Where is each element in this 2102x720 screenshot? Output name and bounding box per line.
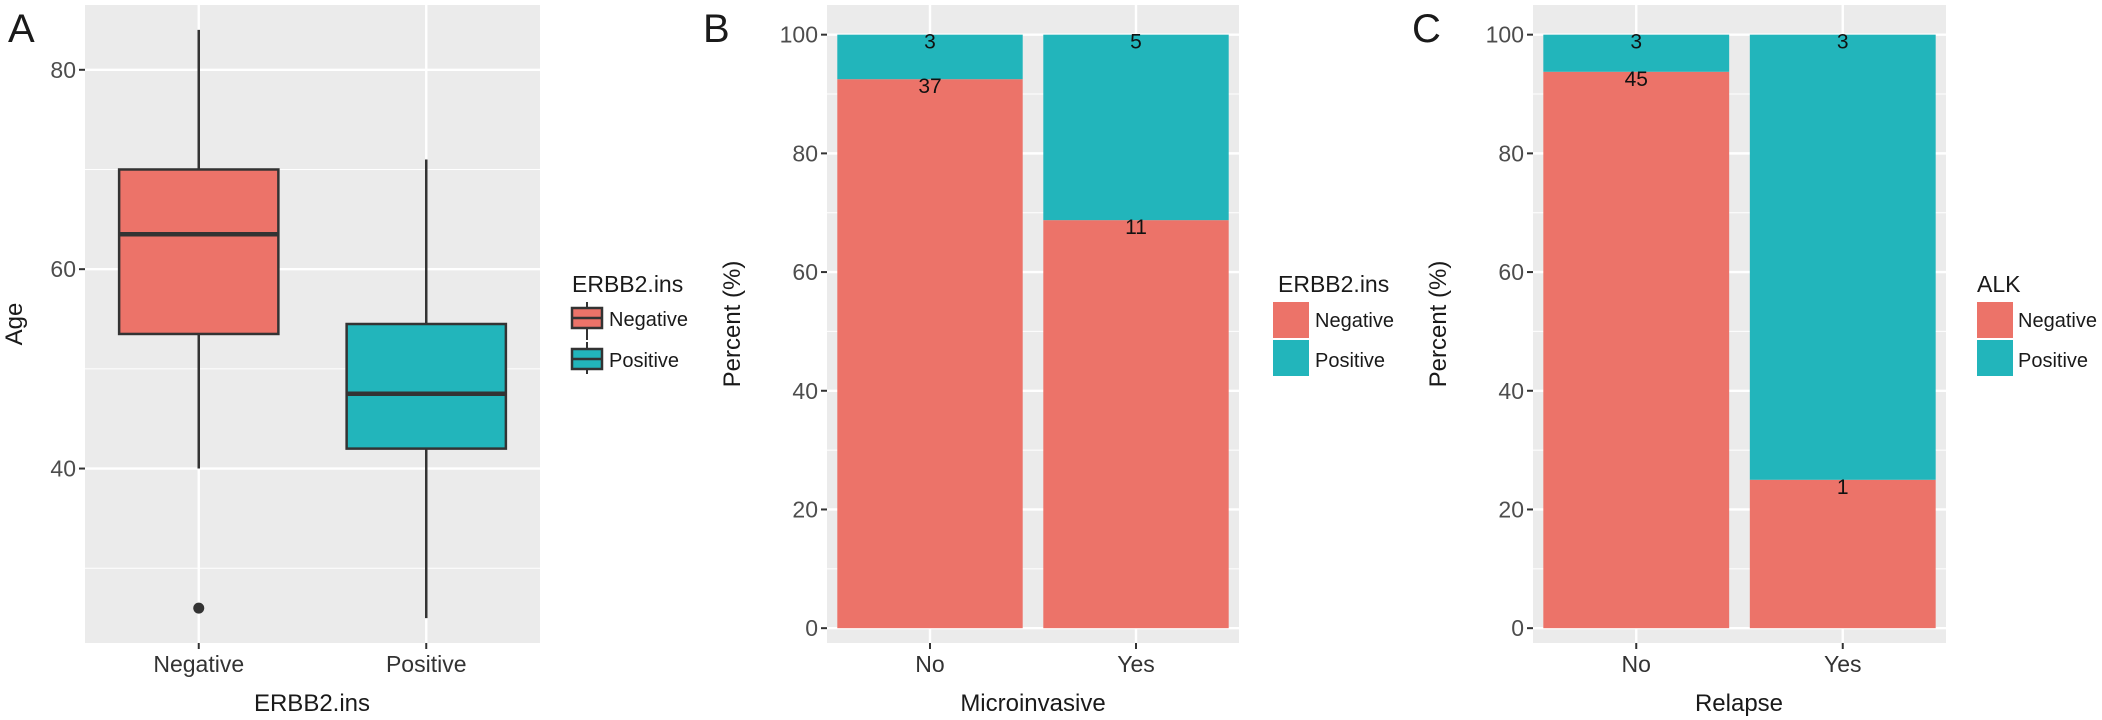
panel-c-data-label-no-negative: 45 — [1625, 68, 1648, 91]
panel-a-x-tick-label: Negative — [153, 651, 244, 677]
panel-b-data-label-no-positive: 3 — [924, 31, 936, 54]
panel-c-data-label-yes-negative: 1 — [1837, 476, 1849, 499]
panel-a-y-tick-label: 80 — [50, 57, 76, 83]
panel-c-legend: ALK Negative Positive — [1977, 271, 2097, 376]
panel-b-legend-key-positive — [1273, 340, 1309, 376]
panel-a-box-negative-outlier — [193, 602, 205, 614]
panel-a-y-tick-label: 40 — [50, 456, 76, 482]
panel-b-data-label-no-negative: 37 — [918, 75, 941, 98]
panel-c-x-tick-label: No — [1622, 651, 1651, 677]
panel-a-legend-title: ERBB2.ins — [572, 271, 683, 297]
panel-b-y-tick-label: 80 — [792, 140, 818, 166]
panel-a-box-negative — [117, 168, 280, 336]
panel-b-data-labels: 37 3 11 5 — [918, 31, 1147, 239]
panel-c: C 45 3 1 3 0 20 40 60 80 100 No Yes Percent (%) R… — [1412, 5, 2097, 717]
panel-a-legend-label-negative: Negative — [609, 309, 688, 331]
panel-b-bars — [837, 34, 1229, 629]
panel-c-x-ticks: No Yes — [1622, 643, 1862, 677]
panel-b-legend-label-positive: Positive — [1315, 350, 1385, 372]
panel-c-y-tick-label: 80 — [1498, 140, 1524, 166]
panel-a-y-tick-label: 60 — [50, 256, 76, 282]
panel-b-x-tick-label: No — [915, 651, 944, 677]
panel-a-y-axis-title: Age — [1, 303, 28, 346]
panel-b-x-tick-label: Yes — [1117, 651, 1155, 677]
panel-b-legend-title: ERBB2.ins — [1278, 271, 1389, 297]
panel-c-y-tick-label: 100 — [1486, 22, 1524, 48]
panel-c-x-axis-title: Relapse — [1695, 690, 1783, 717]
panel-c-y-tick-label: 40 — [1498, 378, 1524, 404]
panel-b-y-ticks: 0 20 40 60 80 100 — [780, 22, 827, 641]
panel-c-bar-no-positive — [1543, 34, 1730, 72]
panel-b-bar-yes-positive — [1043, 34, 1229, 221]
panel-c-bar-yes-negative — [1749, 479, 1936, 629]
panel-b-bar-no-positive — [837, 34, 1023, 80]
panel-c-y-tick-label: 0 — [1511, 615, 1524, 641]
panel-c-x-tick-label: Yes — [1824, 651, 1862, 677]
panel-c-y-ticks: 0 20 40 60 80 100 — [1486, 22, 1533, 641]
panel-c-legend-key-positive — [1977, 340, 2013, 376]
panel-b-y-tick-label: 0 — [805, 615, 818, 641]
panel-b-data-label-yes-negative: 11 — [1125, 216, 1147, 239]
panel-c-legend-label-negative: Negative — [2018, 310, 2097, 332]
panel-a-boxes — [117, 29, 508, 619]
panel-b-bar-no-negative — [837, 79, 1023, 629]
panel-a-y-ticks: 40 60 80 — [50, 57, 85, 482]
panel-b-x-ticks: No Yes — [915, 643, 1155, 677]
panel-c-bar-yes-positive — [1749, 34, 1936, 480]
panel-a-x-ticks: Negative Positive — [153, 643, 467, 677]
panel-b-legend-label-negative: Negative — [1315, 310, 1394, 332]
panel-c-legend-label-positive: Positive — [2018, 350, 2088, 372]
panel-b-x-axis-title: Microinvasive — [960, 690, 1105, 717]
panel-a-box-positive — [345, 322, 508, 450]
panel-c-y-axis-title: Percent (%) — [1425, 261, 1452, 388]
panel-letter-c: C — [1412, 7, 1441, 51]
panel-b-legend: ERBB2.ins Negative Positive — [1273, 271, 1394, 376]
panel-c-data-labels: 45 3 1 3 — [1625, 31, 1849, 499]
panel-c-legend-key-negative — [1977, 302, 2013, 338]
panel-a-x-axis-title: ERBB2.ins — [254, 690, 370, 717]
panel-c-legend-title: ALK — [1977, 271, 2021, 297]
panel-letter-a: A — [8, 7, 35, 51]
panel-a-legend-label-positive: Positive — [609, 350, 679, 372]
panel-c-data-label-no-positive: 3 — [1630, 31, 1642, 54]
panel-letter-b: B — [703, 7, 730, 51]
panel-b-bar-yes-negative — [1043, 220, 1229, 629]
panel-b-y-tick-label: 60 — [792, 259, 818, 285]
panel-c-data-label-yes-positive: 3 — [1837, 31, 1849, 54]
panel-b-y-tick-label: 100 — [780, 22, 818, 48]
panel-a: A 40 60 80 Negative Positive Age ERBB2.ins … — [1, 5, 688, 717]
panel-b-y-tick-label: 20 — [792, 496, 818, 522]
panel-c-bar-no-negative — [1543, 71, 1730, 629]
panel-c-bars — [1543, 34, 1936, 629]
panel-a-x-tick-label: Positive — [386, 651, 467, 677]
panel-a-legend: ERBB2.ins Negative Positive — [570, 271, 688, 374]
panel-b-legend-key-negative — [1273, 302, 1309, 338]
panel-c-y-tick-label: 60 — [1498, 259, 1524, 285]
panel-b-y-axis-title: Percent (%) — [719, 261, 746, 388]
panel-c-y-tick-label: 20 — [1498, 496, 1524, 522]
panel-b-data-label-yes-positive: 5 — [1130, 31, 1142, 54]
panel-b-y-tick-label: 40 — [792, 378, 818, 404]
